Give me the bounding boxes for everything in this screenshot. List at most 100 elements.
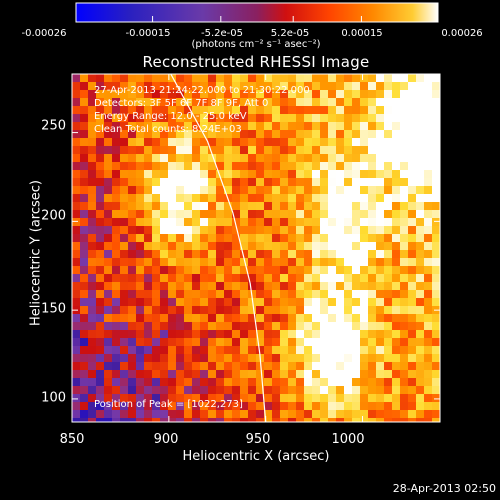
heatmap-cell bbox=[192, 322, 201, 331]
heatmap-cell bbox=[192, 122, 201, 131]
heatmap-cell bbox=[80, 234, 89, 243]
cb-tick-label: -5.2e-05 bbox=[201, 28, 243, 39]
heatmap-cell bbox=[328, 90, 337, 99]
heatmap-cell bbox=[328, 138, 337, 147]
heatmap-cell bbox=[352, 282, 361, 291]
heatmap-cell bbox=[248, 138, 257, 147]
heatmap-cell bbox=[112, 210, 121, 219]
heatmap-cell bbox=[176, 178, 185, 187]
heatmap-cell bbox=[160, 138, 169, 147]
heatmap-cell bbox=[176, 418, 185, 422]
heatmap-cell bbox=[160, 282, 169, 291]
heatmap-cell bbox=[224, 82, 233, 91]
heatmap-cell bbox=[136, 354, 145, 363]
heatmap-cell bbox=[192, 234, 201, 243]
heatmap-cell bbox=[344, 250, 353, 259]
heatmap-cell bbox=[200, 162, 209, 171]
heatmap-cell bbox=[152, 258, 161, 267]
heatmap-cell bbox=[208, 138, 217, 147]
heatmap-cell bbox=[304, 290, 313, 299]
heatmap-cell bbox=[88, 106, 97, 115]
heatmap-cell bbox=[168, 258, 177, 267]
heatmap-cell bbox=[328, 234, 337, 243]
heatmap-cell bbox=[160, 250, 169, 259]
heatmap-cell bbox=[256, 242, 265, 251]
heatmap-cell bbox=[136, 362, 145, 371]
chart-title: Reconstructed RHESSI Image bbox=[142, 53, 370, 71]
heatmap-cell bbox=[400, 90, 409, 99]
heatmap-cell bbox=[192, 218, 201, 227]
heatmap-cell bbox=[344, 362, 353, 371]
heatmap-cell bbox=[360, 298, 369, 307]
heatmap-cell bbox=[344, 194, 353, 203]
heatmap-cell bbox=[360, 418, 369, 422]
heatmap-cell bbox=[248, 250, 257, 259]
heatmap-cell bbox=[224, 178, 233, 187]
heatmap-cell bbox=[112, 394, 121, 403]
heatmap-cell bbox=[80, 386, 89, 395]
heatmap-cell bbox=[136, 218, 145, 227]
heatmap-cell bbox=[424, 378, 433, 387]
heatmap-cell bbox=[296, 218, 305, 227]
heatmap-cell bbox=[264, 402, 273, 411]
heatmap-cell bbox=[232, 146, 241, 155]
heatmap-cell bbox=[136, 330, 145, 339]
heatmap-cell bbox=[216, 242, 225, 251]
heatmap-cell bbox=[192, 162, 201, 171]
heatmap-cell bbox=[312, 250, 321, 259]
heatmap-cell bbox=[376, 130, 385, 139]
heatmap-cell bbox=[264, 274, 273, 283]
heatmap-cell bbox=[176, 170, 185, 179]
heatmap-cell bbox=[200, 418, 209, 422]
heatmap-cell bbox=[296, 154, 305, 163]
heatmap-cell bbox=[408, 370, 417, 379]
heatmap-cell bbox=[384, 82, 393, 91]
heatmap-cell bbox=[192, 386, 201, 395]
heatmap-cell bbox=[296, 338, 305, 347]
heatmap-cell bbox=[320, 322, 329, 331]
heatmap-cell bbox=[184, 194, 193, 203]
heatmap-cell bbox=[424, 74, 433, 83]
heatmap-cell bbox=[104, 154, 113, 163]
heatmap-cell bbox=[176, 202, 185, 211]
heatmap-cell bbox=[416, 194, 425, 203]
heatmap-cell bbox=[352, 234, 361, 243]
heatmap-cell bbox=[344, 122, 353, 131]
heatmap-cell bbox=[88, 338, 97, 347]
heatmap-cell bbox=[200, 338, 209, 347]
heatmap-cell bbox=[200, 226, 209, 235]
heatmap-cell bbox=[376, 330, 385, 339]
heatmap-cell bbox=[248, 274, 257, 283]
heatmap-cell bbox=[216, 82, 225, 91]
heatmap-cell bbox=[424, 194, 433, 203]
heatmap-cell bbox=[264, 314, 273, 323]
heatmap-cell bbox=[312, 258, 321, 267]
heatmap-cell bbox=[304, 394, 313, 403]
heatmap-cell bbox=[72, 106, 81, 115]
cb-tick-label: 0.00015 bbox=[341, 28, 383, 39]
heatmap-cell bbox=[224, 138, 233, 147]
heatmap-cell bbox=[160, 202, 169, 211]
heatmap-cell bbox=[272, 82, 281, 91]
heatmap-cell bbox=[328, 178, 337, 187]
heatmap-cell bbox=[368, 258, 377, 267]
heatmap-cell bbox=[152, 322, 161, 331]
y-tick-label: 200 bbox=[41, 208, 66, 224]
heatmap-cell bbox=[264, 82, 273, 91]
heatmap-cell bbox=[360, 402, 369, 411]
heatmap-cell bbox=[320, 234, 329, 243]
heatmap-cell bbox=[296, 402, 305, 411]
heatmap-cell bbox=[328, 266, 337, 275]
heatmap-cell bbox=[232, 314, 241, 323]
heatmap-cell bbox=[200, 82, 209, 91]
heatmap-cell bbox=[344, 330, 353, 339]
heatmap-cell bbox=[432, 274, 440, 283]
heatmap-cell bbox=[352, 298, 361, 307]
heatmap-cell bbox=[112, 274, 121, 283]
heatmap-cell bbox=[400, 378, 409, 387]
heatmap-cell bbox=[192, 266, 201, 275]
heatmap-cell bbox=[168, 402, 177, 411]
heatmap-cell bbox=[208, 378, 217, 387]
heatmap-cell bbox=[264, 394, 273, 403]
heatmap-cell bbox=[376, 98, 385, 107]
